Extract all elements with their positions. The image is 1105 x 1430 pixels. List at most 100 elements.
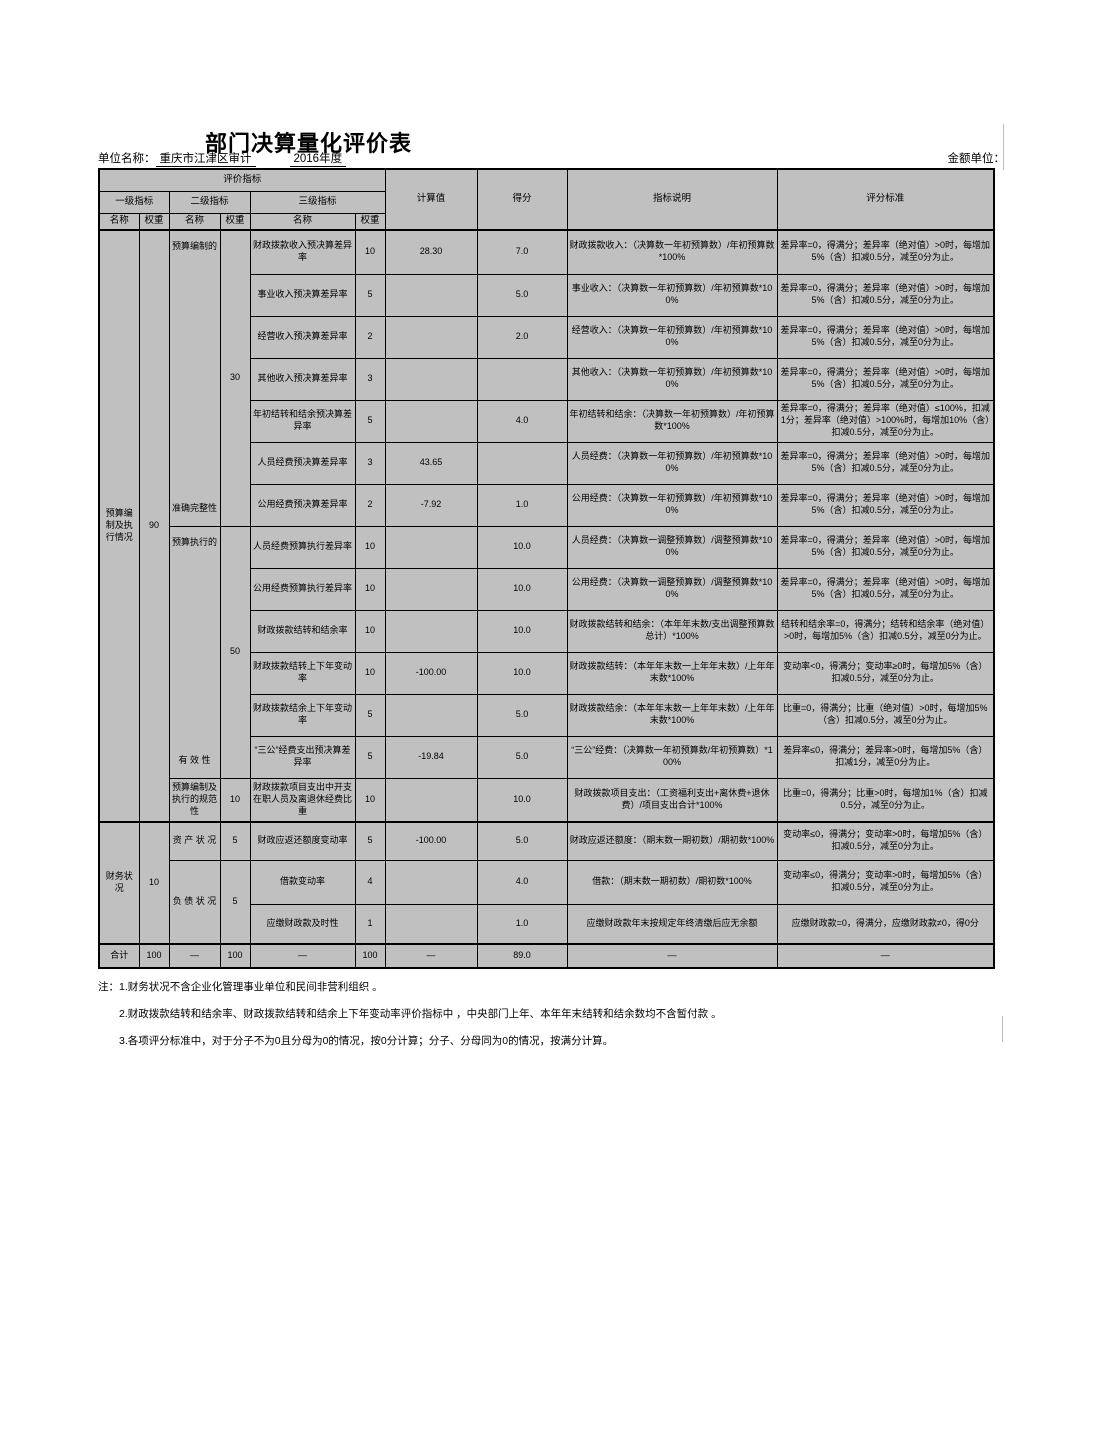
indicator-name: 财政拨款结转上下年变动率 xyxy=(249,651,356,695)
score-cell[interactable]: 10.0 xyxy=(476,651,568,695)
score-cell[interactable]: 10.0 xyxy=(476,609,568,653)
indicator-weight: 5 xyxy=(354,735,386,779)
total-label: 合计 xyxy=(98,943,140,969)
header-name: 名称 xyxy=(249,212,356,231)
scoring-standard: 差异率=0，得满分；差异率（绝对值）>0时，每增加5%（含）扣减0.5分，减至0… xyxy=(776,315,995,359)
score-cell[interactable]: 4.0 xyxy=(476,859,568,905)
indicator-weight: 1 xyxy=(354,903,386,945)
indicator-explain: 财政拨款结转：（本年年末数一上年年末数）/上年年末数*100% xyxy=(566,651,778,695)
calc-value-cell[interactable]: -7.92 xyxy=(384,483,478,527)
level1-group-name: 预算编制及执行情况 xyxy=(98,229,140,823)
score-cell[interactable]: 2.0 xyxy=(476,315,568,359)
level2-group-weight: 50 xyxy=(219,525,251,779)
calc-value-cell[interactable]: -100.00 xyxy=(384,651,478,695)
score-cell[interactable]: 4.0 xyxy=(476,399,568,443)
calc-value-cell[interactable] xyxy=(384,693,478,737)
header-weight: 权重 xyxy=(354,212,386,231)
scoring-standard: 比重=0，得满分；比重>0时，每增加1%（含）扣减0.5分，减至0分为止。 xyxy=(776,777,995,823)
scoring-standard: 差异率=0，得满分；差异率（绝对值）>0时，每增加5%（含）扣减0.5分，减至0… xyxy=(776,441,995,485)
calc-value-cell[interactable]: 43.65 xyxy=(384,441,478,485)
calc-value-cell[interactable] xyxy=(384,315,478,359)
scoring-standard: 差异率=0，得满分；差异率（绝对值）>0时，每增加5%（含）扣减0.5分，减至0… xyxy=(776,229,995,275)
indicator-weight: 2 xyxy=(354,315,386,359)
level1-group-name: 财务状况 xyxy=(98,821,140,945)
score-cell[interactable]: 1.0 xyxy=(476,483,568,527)
total-dash: — xyxy=(168,943,221,969)
indicator-weight: 10 xyxy=(354,609,386,653)
calc-value-cell[interactable] xyxy=(384,859,478,905)
score-cell[interactable]: 5.0 xyxy=(476,735,568,779)
indicator-weight: 3 xyxy=(354,441,386,485)
score-cell[interactable]: 5.0 xyxy=(476,273,568,317)
calc-value-cell[interactable] xyxy=(384,357,478,401)
indicator-name: 人员经费预决算差异率 xyxy=(249,441,356,485)
total-calc-dash: — xyxy=(384,943,478,969)
header-eval-indicator: 评价指标 xyxy=(98,168,386,192)
calc-value-cell[interactable] xyxy=(384,777,478,823)
level2-group-weight: 5 xyxy=(219,821,251,861)
indicator-explain: 公用经费：（决算数一年初预算数）/年初预算数*100% xyxy=(566,483,778,527)
calc-value-cell[interactable] xyxy=(384,609,478,653)
indicator-name: 财政拨款结余上下年变动率 xyxy=(249,693,356,737)
calc-value-cell[interactable]: 28.30 xyxy=(384,229,478,275)
level2-group-name: 资 产 状 况 xyxy=(168,821,221,861)
indicator-explain: 公用经费：（决算数一调整预算数）/调整预算数*100% xyxy=(566,567,778,611)
score-cell[interactable]: 10.0 xyxy=(476,567,568,611)
calc-value-cell[interactable]: -19.84 xyxy=(384,735,478,779)
scoring-standard: 差异率≤0，得满分；差异率>0时，每增加5%（含）扣减1分，减至0分为止。 xyxy=(776,735,995,779)
indicator-explain: 财政应返还额度：（期末数一期初数）/期初数*100% xyxy=(566,821,778,861)
indicator-explain: 财政拨款收入：（决算数一年初预算数）/年初预算数*100% xyxy=(566,229,778,275)
indicator-explain: 财政拨款项目支出：（工资福利支出+离休费+退休费）/项目支出合计*100% xyxy=(566,777,778,823)
indicator-explain: 应缴财政款年末按规定年终清缴后应无余额 xyxy=(566,903,778,945)
scoring-standard: 结转和结余率=0，得满分；结转和结余率（绝对值）>0时，每增加5%（含）扣减0.… xyxy=(776,609,995,653)
unit-info: 单位名称： 重庆市江津区审计 2016年度 xyxy=(98,150,347,167)
scoring-standard: 变动率≤0，得满分；变动率>0时，每增加5%（含）扣减0.5分，减至0分为止。 xyxy=(776,859,995,905)
calc-value-cell[interactable] xyxy=(384,525,478,569)
indicator-explain: 人员经费：（决算数一年初预算数）/年初预算数*100% xyxy=(566,441,778,485)
indicator-weight: 10 xyxy=(354,777,386,823)
level2-name-top: 预算执行的 xyxy=(171,537,217,547)
score-cell[interactable]: 10.0 xyxy=(476,777,568,823)
unit-label: 单位名称： xyxy=(98,153,156,165)
header-name: 名称 xyxy=(168,212,221,231)
calc-value-cell[interactable] xyxy=(384,273,478,317)
score-cell[interactable] xyxy=(476,441,568,485)
indicator-weight: 10 xyxy=(354,229,386,275)
score-cell[interactable]: 7.0 xyxy=(476,229,568,275)
evaluation-table: 评价指标 计算值 得分 指标说明 评分标准 一级指标 二级指标 三级指标 名称 … xyxy=(98,168,996,969)
calc-value-cell[interactable] xyxy=(384,567,478,611)
calc-value-cell[interactable]: -100.00 xyxy=(384,821,478,861)
score-cell[interactable]: 5.0 xyxy=(476,821,568,861)
indicator-name: 经营收入预决算差异率 xyxy=(249,315,356,359)
score-cell[interactable]: 5.0 xyxy=(476,693,568,737)
indicator-weight: 4 xyxy=(354,859,386,905)
score-cell[interactable]: 1.0 xyxy=(476,903,568,945)
total-dash: — xyxy=(249,943,356,969)
year-value: 2016年度 xyxy=(289,153,347,167)
calc-value-cell[interactable] xyxy=(384,399,478,443)
indicator-name: 财政拨款项目支出中开支在职人员及离退休经费比重 xyxy=(249,777,356,823)
page-title: 部门决算量化评价表 xyxy=(205,131,413,156)
score-cell[interactable] xyxy=(476,357,568,401)
indicator-weight: 10 xyxy=(354,567,386,611)
indicator-explain: 年初结转和结余：（决算数一年初预算数）/年初预算数*100% xyxy=(566,399,778,443)
level2-group-name: 预算编制及执行的规范性 xyxy=(168,777,221,823)
indicator-name: 借款变动率 xyxy=(249,859,356,905)
scoring-standard: 差异率=0，得满分；差异率（绝对值）>0时，每增加5%（含）扣减0.5分，减至0… xyxy=(776,357,995,401)
total-weight-l1: 100 xyxy=(138,943,170,969)
indicator-explain: 借款：（期末数一期初数）/期初数*100% xyxy=(566,859,778,905)
total-score-cell[interactable]: 89.0 xyxy=(476,943,568,969)
score-cell[interactable]: 10.0 xyxy=(476,525,568,569)
scoring-standard: 差异率=0，得满分；差异率（绝对值）>0时，每增加5%（含）扣减0.5分，减至0… xyxy=(776,567,995,611)
indicator-weight: 2 xyxy=(354,483,386,527)
scoring-standard: 差异率=0，得满分；差异率（绝对值）>0时，每增加5%（含）扣减0.5分，减至0… xyxy=(776,483,995,527)
indicator-name: 财政应返还额度变动率 xyxy=(249,821,356,861)
header-level3: 三级指标 xyxy=(249,190,386,214)
scoring-standard: 应缴财政款=0，得满分，应缴财政款≠0，得0分 xyxy=(776,903,995,945)
scoring-standard: 变动率<0，得满分；变动率≥0时，每增加5%（含）扣减0.5分，减至0分为止。 xyxy=(776,651,995,695)
header-calc: 计算值 xyxy=(384,168,478,231)
scoring-standard: 差异率=0，得满分；差异率（绝对值）≤100%，扣减1分；差异率（绝对值）>10… xyxy=(776,399,995,443)
calc-value-cell[interactable] xyxy=(384,903,478,945)
level2-group-name: 负 债 状 况 xyxy=(168,859,221,945)
